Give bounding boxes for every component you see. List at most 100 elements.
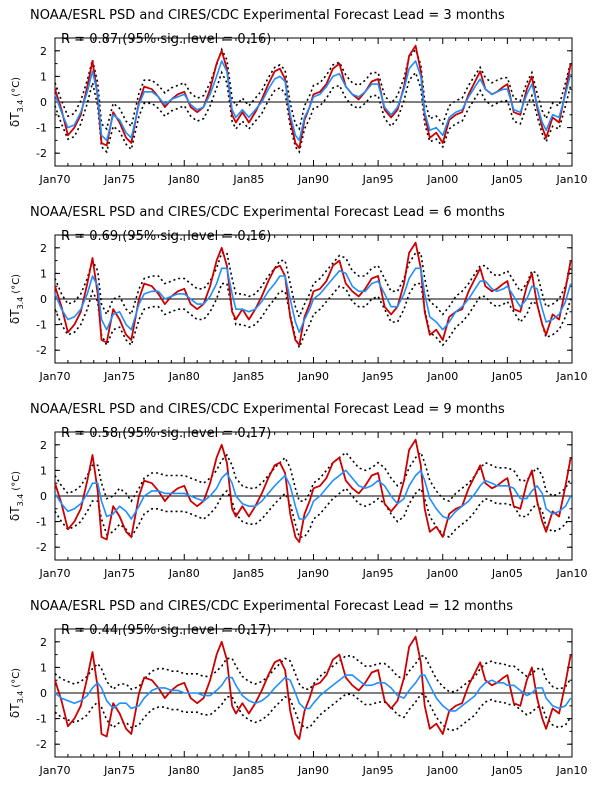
- y-label-main: δT: [8, 112, 22, 127]
- chart-title: NOAA/ESRL PSD and CIRES/CDC Experimental…: [30, 8, 505, 23]
- x-tick-label: Jan90: [297, 567, 329, 580]
- y-label-sub: 3.4: [16, 494, 25, 507]
- y-tick-label: -1: [36, 122, 47, 135]
- x-tick-label: Jan75: [103, 567, 135, 580]
- y-tick-label: -2: [36, 541, 47, 554]
- y-tick-label: -1: [36, 713, 47, 726]
- y-tick-label: 0: [40, 490, 47, 503]
- observed-line: [54, 241, 572, 347]
- x-tick-label: Jan85: [232, 764, 264, 777]
- x-tick-label: Jan95: [362, 764, 394, 777]
- y-label-main: δT: [8, 506, 22, 521]
- y-label-main: δT: [8, 703, 22, 718]
- x-tick-label: Jan00: [426, 764, 458, 777]
- x-tick-label: Jan00: [426, 370, 458, 383]
- y-axis-label: δT3.4 (°C): [8, 77, 25, 127]
- correlation-annotation: R = 0.69 (95% sig. level = 0.16): [61, 229, 272, 244]
- y-tick-label: 1: [40, 661, 47, 674]
- x-tick-label: Jan80: [168, 370, 200, 383]
- forecast-panel: -2 -1 0 1 2 Jan70 Jan75 Jan80 Jan85 Jan90 Jan95 Jan…: [0, 205, 600, 400]
- y-tick-label: 2: [40, 242, 47, 255]
- y-label-unit: (°C): [11, 77, 22, 97]
- forecast-panel: -2 -1 0 1 2 Jan70 Jan75 Jan80 Jan85 Jan90 Jan95 Jan…: [0, 599, 600, 794]
- spread-upper-line: [54, 655, 572, 693]
- forecast-line: [54, 60, 572, 142]
- x-tick-label: Jan95: [362, 370, 394, 383]
- x-tick-label: Jan80: [168, 567, 200, 580]
- y-tick-label: 2: [40, 439, 47, 452]
- forecast-line: [54, 674, 572, 712]
- chart-title: NOAA/ESRL PSD and CIRES/CDC Experimental…: [30, 402, 505, 417]
- chart-title: NOAA/ESRL PSD and CIRES/CDC Experimental…: [30, 205, 505, 220]
- spread-upper-line: [54, 47, 572, 131]
- x-tick-label: Jan05: [491, 764, 523, 777]
- chart-svg: -2 -1 0 1 2 Jan70 Jan75 Jan80 Jan85 Jan90 Jan95 Jan…: [8, 234, 588, 383]
- y-tick-label: -1: [36, 516, 47, 529]
- y-tick-label: -2: [36, 738, 47, 751]
- y-tick-label: 0: [40, 96, 47, 109]
- y-label-unit: (°C): [11, 471, 22, 491]
- x-tick-label: Jan95: [362, 173, 394, 186]
- x-tick-label: Jan70: [39, 173, 71, 186]
- forecast-panel: -2 -1 0 1 2 Jan70 Jan75 Jan80 Jan85 Jan90 Jan95 Jan…: [0, 402, 600, 597]
- spread-upper-line: [54, 252, 572, 320]
- y-tick-label: 2: [40, 45, 47, 58]
- y-tick-label: 0: [40, 687, 47, 700]
- x-tick-label: Jan80: [168, 764, 200, 777]
- observed-line: [54, 438, 572, 544]
- correlation-annotation: R = 0.87 (95% sig. level = 0.16): [61, 32, 272, 47]
- y-tick-label: 2: [40, 636, 47, 649]
- spread-upper-line: [54, 451, 572, 503]
- spread-lower-line: [54, 486, 572, 539]
- y-tick-label: -2: [36, 147, 47, 160]
- x-tick-label: Jan75: [103, 764, 135, 777]
- x-tick-label: Jan90: [297, 370, 329, 383]
- y-tick-label: -1: [36, 319, 47, 332]
- chart-svg: -2 -1 0 1 2 Jan70 Jan75 Jan80 Jan85 Jan90 Jan95 Jan…: [8, 37, 588, 186]
- x-tick-label: Jan70: [39, 764, 71, 777]
- y-label-sub: 3.4: [16, 297, 25, 310]
- y-axis-label: δT3.4 (°C): [8, 274, 25, 324]
- x-tick-label: Jan85: [232, 567, 264, 580]
- x-tick-label: Jan10: [556, 173, 588, 186]
- correlation-annotation: R = 0.58 (95% sig. level = 0.17): [61, 426, 272, 441]
- chart-svg: -2 -1 0 1 2 Jan70 Jan75 Jan80 Jan85 Jan90 Jan95 Jan…: [8, 431, 588, 580]
- y-tick-label: 1: [40, 464, 47, 477]
- x-tick-label: Jan75: [103, 173, 135, 186]
- x-tick-label: Jan05: [491, 173, 523, 186]
- spread-lower-line: [54, 70, 572, 154]
- spread-lower-line: [54, 693, 572, 731]
- y-label-unit: (°C): [11, 668, 22, 688]
- x-tick-label: Jan85: [232, 173, 264, 186]
- observed-line: [54, 635, 572, 741]
- x-tick-label: Jan05: [491, 567, 523, 580]
- y-axis-label: δT3.4 (°C): [8, 668, 25, 718]
- spread-lower-line: [54, 282, 572, 350]
- y-tick-label: 0: [40, 293, 47, 306]
- correlation-annotation: R = 0.44 (95% sig. level = 0.17): [61, 623, 272, 638]
- forecast-line: [54, 469, 572, 520]
- x-tick-label: Jan00: [426, 567, 458, 580]
- x-tick-label: Jan10: [556, 764, 588, 777]
- y-tick-label: -2: [36, 344, 47, 357]
- y-label-main: δT: [8, 309, 22, 324]
- y-tick-label: 1: [40, 267, 47, 280]
- y-label-sub: 3.4: [16, 691, 25, 704]
- x-tick-label: Jan90: [297, 764, 329, 777]
- forecast-line: [54, 267, 572, 334]
- x-tick-label: Jan90: [297, 173, 329, 186]
- y-label-sub: 3.4: [16, 100, 25, 113]
- x-tick-label: Jan95: [362, 567, 394, 580]
- x-tick-label: Jan70: [39, 370, 71, 383]
- x-tick-label: Jan70: [39, 567, 71, 580]
- x-tick-label: Jan10: [556, 567, 588, 580]
- y-label-unit: (°C): [11, 274, 22, 294]
- x-tick-label: Jan85: [232, 370, 264, 383]
- chart-svg: -2 -1 0 1 2 Jan70 Jan75 Jan80 Jan85 Jan90 Jan95 Jan…: [8, 628, 588, 777]
- x-tick-label: Jan75: [103, 370, 135, 383]
- forecast-panel: -2 -1 0 1 2 Jan70 Jan75 Jan80 Jan85 Jan90 Jan95 Jan…: [0, 8, 600, 203]
- y-tick-label: 1: [40, 70, 47, 83]
- chart-title: NOAA/ESRL PSD and CIRES/CDC Experimental…: [30, 599, 514, 614]
- x-tick-label: Jan10: [556, 370, 588, 383]
- x-tick-label: Jan80: [168, 173, 200, 186]
